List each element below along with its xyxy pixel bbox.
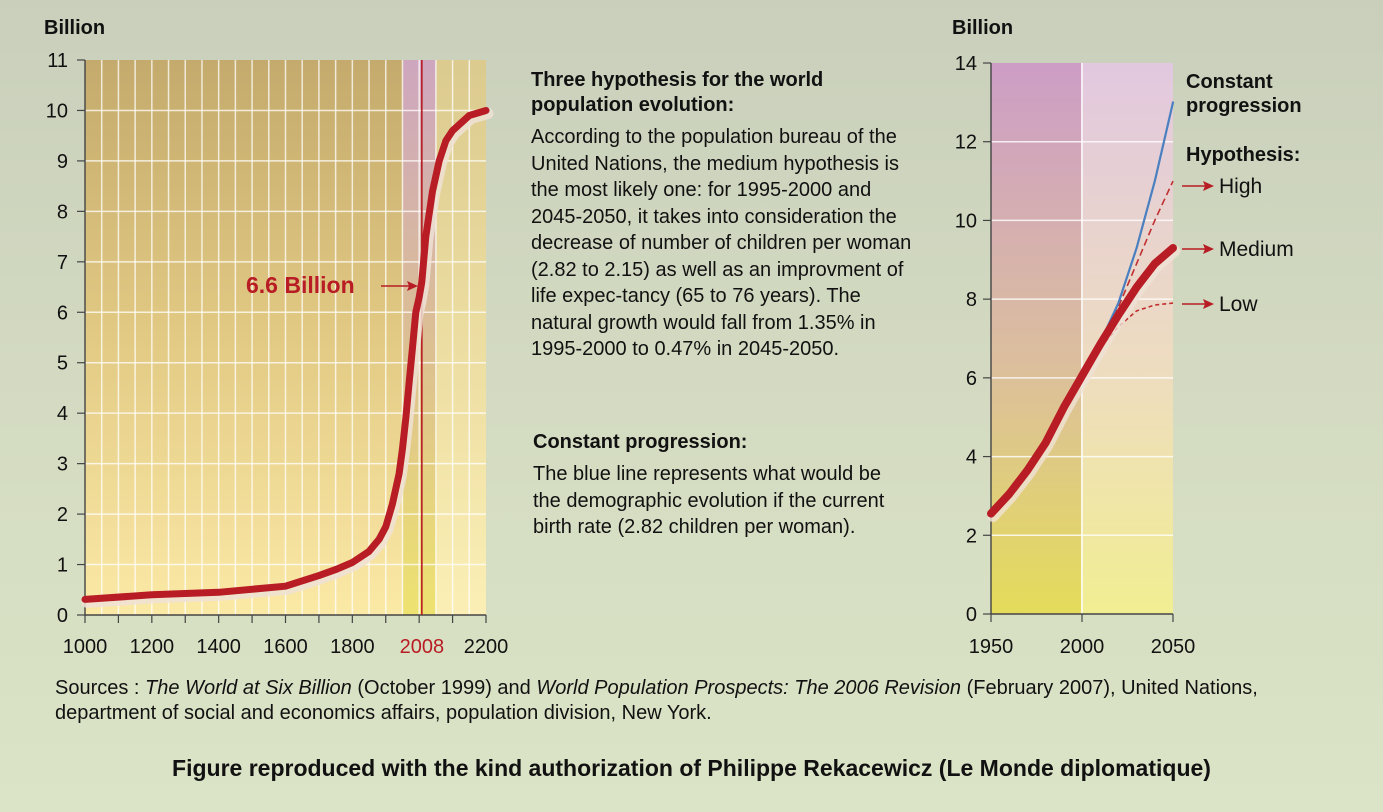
x-tick-label: 2050: [1151, 636, 1196, 658]
hypotheses-body: According to the population bureau of th…: [531, 126, 912, 360]
legend-low-label: Low: [1219, 293, 1258, 316]
y-tick-label: 6: [966, 368, 977, 390]
medium-hypothesis-line: [987, 244, 1177, 518]
x-tick-label: 1400: [196, 636, 241, 658]
hypotheses-heading: Three hypothesis for the world populatio…: [531, 69, 824, 116]
legend-high: High: [1182, 175, 1262, 198]
legend-medium: Medium: [1182, 238, 1294, 261]
y-tick-label: 10: [46, 100, 68, 122]
sources-mid: (October 1999) and: [351, 677, 537, 699]
legend-medium-label: Medium: [1219, 238, 1294, 261]
x-tick-label: 1950: [969, 636, 1014, 658]
constant-progression-heading: Constant progression:: [533, 431, 748, 453]
x-tick-label: 1600: [263, 636, 308, 658]
y-tick-label: 5: [57, 353, 68, 375]
y-tick-label: 7: [57, 252, 68, 274]
y-tick-label: 8: [57, 201, 68, 223]
y-tick-label: 0: [57, 605, 68, 627]
credit-line: Figure reproduced with the kind authoriz…: [172, 755, 1211, 781]
axes: 0 1 2 3 4 5 6 7 8 9 10 11 1000 1200 1400 1600 1800 2008 22…: [46, 50, 509, 658]
sources-note: Sources : The World at Six Billion (Octo…: [55, 676, 1345, 726]
y-tick-label: 12: [955, 132, 977, 154]
annotation-label: 6.6 Billion: [246, 272, 355, 298]
x-tick-label: 1800: [330, 636, 375, 658]
source-title-1: The World at Six Billion: [145, 677, 352, 699]
x-tick-label: 1200: [130, 636, 175, 658]
legend-low: Low: [1182, 293, 1258, 316]
y-tick-label: 8: [966, 289, 977, 311]
y-tick-label: 9: [57, 151, 68, 173]
x-tick-label-highlight: 2008: [400, 636, 445, 658]
y-axis-title: Billion: [952, 17, 1013, 39]
y-tick-label: 0: [966, 604, 977, 626]
y-tick-label: 6: [57, 302, 68, 324]
low-hypothesis-line: [1081, 302, 1174, 377]
sources-suffix: (February 2007), United Nations, departm…: [55, 677, 1258, 724]
world-population-chart: 0 1 2 3 4 5 6 7 8 9 10 11 1000 1200 1400 1600 1800 2008 22…: [44, 17, 508, 658]
high-hypothesis-line: [1081, 180, 1174, 375]
x-tick-label: 2000: [1060, 636, 1105, 658]
constant-progression-panel: Constant progression: The blue line repr…: [533, 430, 913, 541]
constant-progression-body: The blue line represents what would be t…: [533, 463, 885, 538]
hypotheses-text-panel: Three hypothesis for the world populatio…: [531, 68, 921, 363]
axes: 0 2 4 6 8 10 12 14 1950 2000 2050: [955, 53, 1196, 658]
y-tick-label: 11: [47, 50, 68, 72]
sources-prefix: Sources :: [55, 677, 146, 699]
y-tick-label: 2: [57, 504, 68, 526]
gridlines: [991, 63, 1173, 614]
legend-high-label: High: [1219, 175, 1262, 198]
projection-chart: 0 2 4 6 8 10 12 14 1950 2000 2050 Billion Constant…: [952, 17, 1302, 658]
y-tick-label: 2: [966, 525, 977, 547]
legend-constant-progression: Constant progression: [1186, 71, 1302, 117]
y-tick-label: 1: [57, 555, 68, 577]
y-tick-label: 4: [57, 403, 68, 425]
series-layer: [81, 107, 494, 608]
plot-background-left: [991, 63, 1083, 614]
population-curve: [81, 107, 490, 603]
y-tick-label: 14: [955, 53, 977, 75]
y-axis-title: Billion: [44, 17, 105, 39]
y-tick-label: 4: [966, 447, 977, 469]
x-tick-label: 1000: [63, 636, 108, 658]
x-tick-label: 2200: [464, 636, 509, 658]
series-layer: [987, 101, 1181, 523]
source-title-2: World Population Prospects: The 2006 Rev…: [536, 677, 962, 699]
annotation-arrow: [381, 281, 418, 291]
y-tick-label: 3: [57, 454, 68, 476]
y-tick-label: 10: [955, 210, 977, 232]
plot-background-right: [1083, 63, 1173, 614]
legend-title: Hypothesis:: [1186, 144, 1300, 166]
